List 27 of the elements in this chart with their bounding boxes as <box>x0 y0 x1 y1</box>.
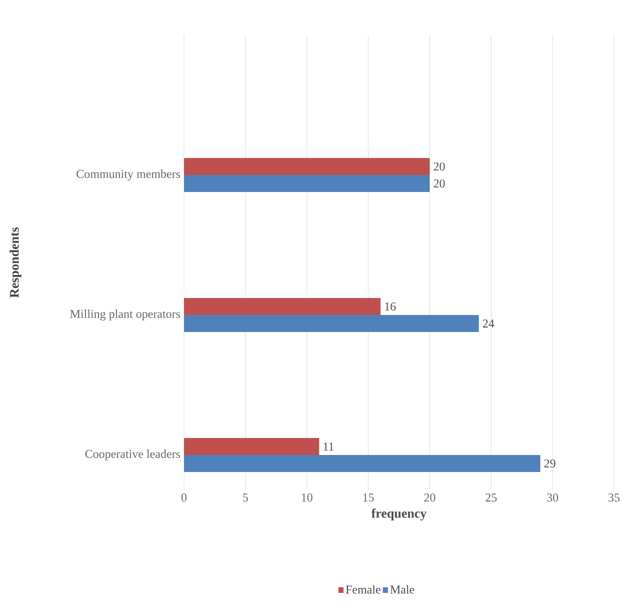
bar <box>184 158 430 175</box>
data-label: 24 <box>482 320 494 328</box>
bar <box>184 438 320 455</box>
x-tick-label: 0 <box>181 494 187 502</box>
data-label: 20 <box>434 179 445 188</box>
data-label: 16 <box>385 302 396 311</box>
bar <box>184 298 381 315</box>
data-label: 29 <box>544 459 556 468</box>
y-tick-label: Cooperative leaders <box>85 450 180 460</box>
legend-label: Female <box>346 585 380 594</box>
y-tick-label: Milling plant operators <box>70 310 180 320</box>
x-tick-label: 25 <box>486 494 497 502</box>
legend-label: Male <box>390 585 414 594</box>
x-axis-title: frequency <box>371 508 427 520</box>
x-tick-label: 30 <box>547 494 558 502</box>
bar <box>184 314 479 332</box>
y-axis-title: Respondents <box>10 227 22 298</box>
bar <box>184 454 540 472</box>
x-tick-label: 35 <box>608 494 620 502</box>
data-label: 20 <box>434 162 445 171</box>
x-tick-label: 15 <box>363 494 374 502</box>
x-tick-label: 5 <box>243 494 248 502</box>
x-tick-label: 20 <box>424 494 436 502</box>
x-tick-label: 10 <box>302 494 312 502</box>
bar <box>184 174 430 192</box>
data-label: 11 <box>324 442 334 450</box>
y-tick-label: Community members <box>76 170 180 180</box>
